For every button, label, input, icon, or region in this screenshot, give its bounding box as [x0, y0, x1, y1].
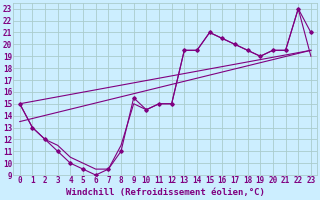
X-axis label: Windchill (Refroidissement éolien,°C): Windchill (Refroidissement éolien,°C) — [66, 188, 265, 197]
